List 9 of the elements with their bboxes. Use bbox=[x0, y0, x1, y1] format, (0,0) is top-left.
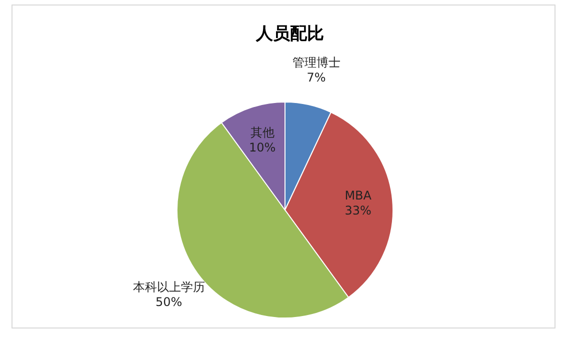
data-label: 33% bbox=[344, 204, 372, 218]
data-label: 10% bbox=[248, 140, 276, 155]
slice-label: 本科以上学历 bbox=[132, 280, 205, 294]
chart-title: 人员配比 bbox=[255, 24, 324, 44]
slice-label: 其他 bbox=[250, 126, 274, 140]
slice-label: MBA bbox=[344, 188, 372, 203]
slice-label: 管理博士 bbox=[292, 55, 340, 70]
data-label: 50% bbox=[155, 294, 182, 309]
data-label: 7% bbox=[306, 70, 326, 84]
